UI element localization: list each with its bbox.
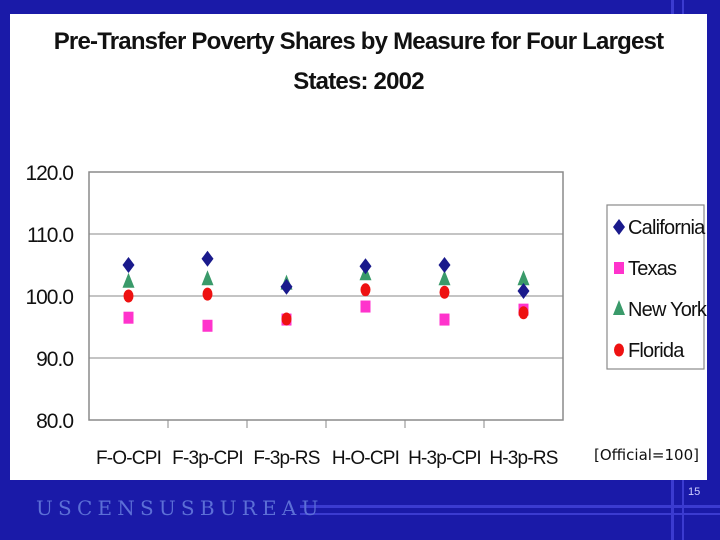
census-bureau-logo: USCENSUSBUREAU [36, 496, 324, 520]
legend-label: California [628, 217, 706, 239]
data-point-california [359, 258, 372, 275]
legend-marker-california [613, 219, 625, 235]
chart-title: Pre-Transfer Poverty Shares by Measure f… [10, 22, 707, 102]
data-point-florida [360, 283, 371, 297]
data-point-florida [202, 287, 213, 301]
data-point-florida [123, 289, 134, 303]
x-category-label: H-3p-RS [489, 448, 557, 469]
data-point-florida [439, 285, 450, 299]
legend-box [606, 204, 705, 370]
y-tick-label: 110.0 [27, 224, 73, 247]
data-point-texas [202, 319, 213, 332]
legend-marker-florida [614, 343, 624, 357]
data-point-new-york [201, 270, 214, 286]
data-point-florida [281, 312, 292, 326]
legend-marker-texas [614, 262, 624, 274]
official-note: [Official=100] [594, 446, 699, 464]
data-point-new-york [517, 270, 530, 286]
legend-marker-new-york [613, 300, 625, 315]
data-point-california [201, 250, 214, 267]
data-point-california [517, 283, 530, 300]
y-tick-label: 90.0 [36, 348, 73, 371]
data-point-texas [439, 313, 450, 326]
decor-stripe [300, 505, 720, 508]
data-point-florida [518, 306, 529, 320]
decor-stripe [300, 513, 720, 515]
y-tick-label: 80.0 [36, 410, 73, 433]
legend-label: New York [628, 299, 708, 321]
legend-label: Florida [628, 340, 685, 362]
data-point-new-york [122, 272, 135, 288]
chart-title-line-2: States: 2002 [293, 68, 424, 95]
x-category-label: F-3p-RS [253, 448, 319, 469]
chart-title-line-1: Pre-Transfer Poverty Shares by Measure f… [53, 28, 664, 55]
legend-label: Texas [628, 258, 677, 280]
data-point-california [438, 257, 451, 273]
data-point-california [122, 257, 135, 273]
x-category-label: F-O-CPI [96, 448, 161, 469]
data-point-california [280, 278, 293, 295]
y-tick-label: 100.0 [25, 286, 73, 309]
page-number: 15 [688, 486, 701, 498]
data-point-texas [123, 311, 134, 324]
y-tick-label: 120.0 [25, 162, 73, 185]
data-point-texas [360, 300, 371, 313]
x-category-label: H-3p-CPI [408, 448, 481, 469]
x-category-label: H-O-CPI [332, 448, 399, 469]
x-category-label: F-3p-CPI [172, 448, 243, 469]
data-point-new-york [438, 270, 451, 286]
